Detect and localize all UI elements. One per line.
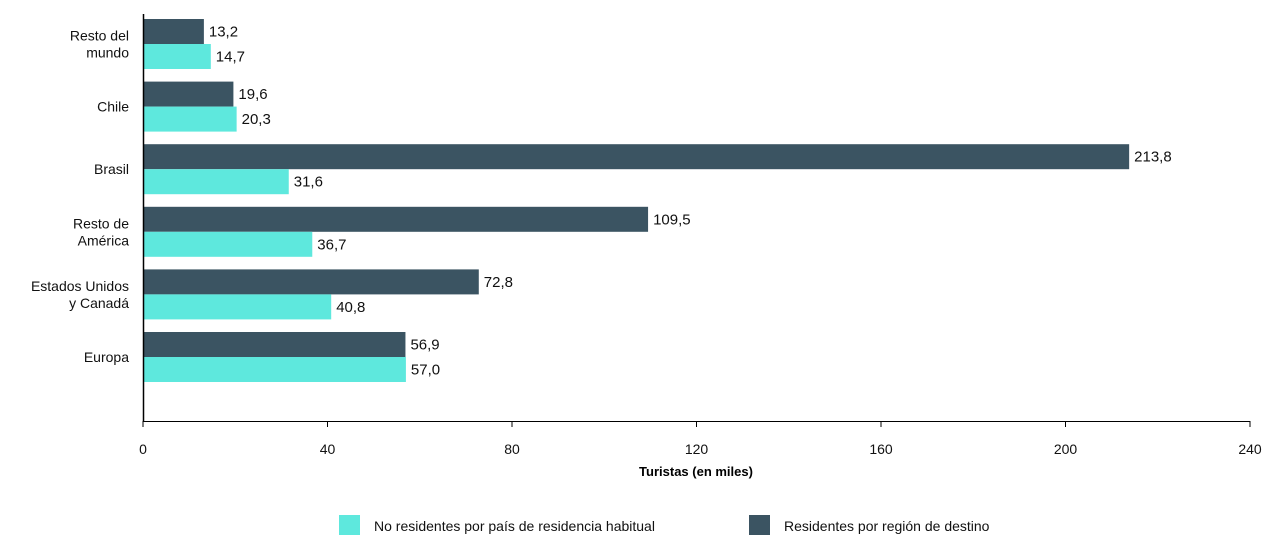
- bar-value-label: 19,6: [238, 86, 267, 103]
- bar-value-label: 213,8: [1134, 149, 1172, 166]
- bar: [144, 106, 237, 132]
- bar: [144, 231, 313, 257]
- x-tick-label: 120: [685, 441, 709, 457]
- x-ticks-layer: 0 40 80 120 160 200 240: [139, 421, 1262, 457]
- bar: [144, 332, 406, 357]
- bar: [144, 357, 406, 382]
- x-tick-label: 160: [869, 441, 893, 457]
- bar-value-label: 109,5: [653, 211, 691, 228]
- category-label: Resto de América: [73, 215, 129, 248]
- bar: [144, 144, 1130, 170]
- value-labels-layer: 13,2 14,7 19,6 20,3 213,8 31,6 109,5 36,7 72,8 40…: [209, 24, 1172, 379]
- legend-label: No residentes por país de residencia hab…: [374, 518, 655, 534]
- x-axis-title: Turistas (en miles): [639, 464, 753, 479]
- bar: [144, 294, 332, 320]
- x-tick-label: 240: [1238, 441, 1262, 457]
- category-label: Chile: [97, 99, 129, 115]
- bar-value-label: 20,3: [242, 111, 271, 128]
- category-label: Europa: [84, 349, 129, 365]
- bar: [144, 169, 289, 195]
- bar-value-label: 57,0: [411, 362, 440, 379]
- bar-value-label: 56,9: [410, 337, 439, 354]
- legend-label: Residentes por región de destino: [784, 518, 990, 534]
- x-tick-label: 200: [1054, 441, 1078, 457]
- bar-value-label: 36,7: [317, 236, 346, 253]
- bars-layer: [144, 19, 1130, 382]
- legend-swatch: [339, 515, 360, 535]
- x-tick-label: 0: [139, 441, 147, 457]
- category-label: Estados Unidos y Canadá: [31, 278, 129, 311]
- category-label: Brasil: [94, 161, 129, 177]
- bar: [144, 19, 204, 44]
- bar: [144, 206, 649, 232]
- bar-value-label: 40,8: [336, 299, 365, 316]
- bar-value-label: 31,6: [294, 174, 323, 191]
- bar-value-label: 14,7: [216, 49, 245, 66]
- bar-value-label: 72,8: [484, 274, 513, 291]
- x-tick-label: 40: [320, 441, 336, 457]
- category-label: Resto del mundo: [70, 28, 129, 61]
- x-tick-label: 80: [504, 441, 520, 457]
- legend: No residentes por país de residencia hab…: [339, 515, 990, 535]
- bar: [144, 44, 211, 69]
- bar-value-label: 13,2: [209, 24, 238, 41]
- bar: [144, 81, 234, 107]
- legend-swatch: [749, 515, 770, 535]
- bar: [144, 269, 479, 295]
- category-labels-layer: Resto del mundo Chile Brasil Resto de América…: [31, 28, 129, 366]
